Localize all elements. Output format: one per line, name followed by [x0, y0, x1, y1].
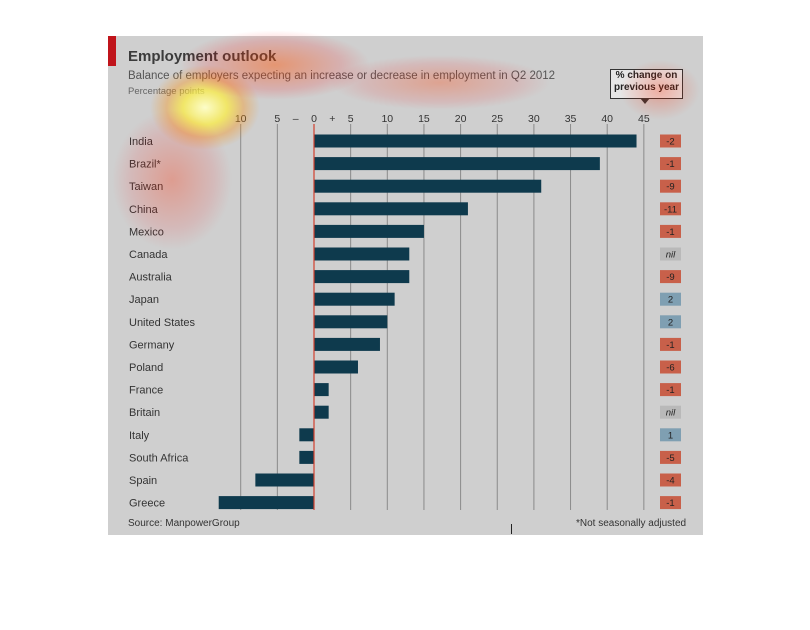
legend-line-1: % change on — [615, 70, 678, 81]
change-badge — [660, 337, 681, 351]
change-badge-label: 1 — [668, 430, 673, 441]
cursor-mark — [511, 524, 512, 534]
change-badge-label: 2 — [668, 317, 673, 328]
change-badge — [660, 224, 681, 238]
change-badge-label: -1 — [666, 159, 674, 170]
plus-sign-label: + — [329, 113, 335, 125]
category-label: Germany — [129, 339, 175, 351]
legend-pointer-icon — [640, 98, 650, 104]
bar — [314, 224, 424, 238]
x-tick-label: 5 — [274, 113, 280, 125]
change-badge — [660, 428, 681, 442]
category-label: China — [129, 204, 159, 216]
category-label: South Africa — [129, 452, 189, 464]
change-badge — [660, 134, 681, 148]
category-label: France — [129, 385, 163, 397]
change-badge-label: -6 — [666, 363, 674, 374]
change-badge-label: -1 — [666, 498, 674, 509]
x-tick-label: 30 — [528, 113, 540, 125]
change-badge-label: -2 — [666, 137, 674, 148]
bar — [314, 157, 600, 171]
red-tag — [108, 36, 116, 66]
bar — [314, 292, 395, 306]
x-tick-label: 15 — [418, 113, 430, 125]
change-badge-label: -4 — [666, 476, 674, 487]
category-label: Mexico — [129, 226, 164, 238]
category-label: India — [129, 136, 154, 148]
change-badge — [660, 157, 681, 171]
category-label: Australia — [129, 272, 173, 284]
x-tick-label: 10 — [381, 113, 393, 125]
category-label: Spain — [129, 475, 157, 487]
bar — [314, 247, 410, 261]
change-badge — [660, 179, 681, 193]
change-badge — [660, 383, 681, 397]
change-badge-label: -1 — [666, 385, 674, 396]
x-tick-label: 5 — [348, 113, 354, 125]
category-label: Taiwan — [129, 181, 163, 193]
footnote: *Not seasonally adjusted — [576, 518, 687, 529]
bar — [314, 315, 388, 329]
change-badge-label: -9 — [666, 272, 674, 283]
change-badge-label: -11 — [664, 204, 677, 215]
x-tick-label: 40 — [601, 113, 613, 125]
bar — [314, 405, 329, 419]
bar — [299, 428, 314, 442]
x-tick-label: 20 — [455, 113, 467, 125]
category-label: Canada — [129, 249, 168, 261]
category-label: Brazil* — [129, 159, 162, 171]
bar — [218, 496, 314, 510]
change-badge-label: -5 — [666, 453, 674, 464]
source-note: Source: ManpowerGroup — [128, 518, 240, 529]
bar — [314, 202, 468, 216]
x-tick-label: 10 — [235, 113, 247, 125]
bar — [255, 473, 314, 487]
category-label: Poland — [129, 362, 163, 374]
bar — [314, 383, 329, 397]
change-badge — [660, 473, 681, 487]
x-tick-label: 35 — [565, 113, 577, 125]
change-badge — [660, 360, 681, 374]
change-badge — [660, 496, 681, 510]
bar — [314, 179, 542, 193]
change-badge — [660, 405, 681, 419]
change-badge — [660, 292, 681, 306]
change-badge-label: -9 — [666, 182, 674, 193]
change-badge-label: -1 — [666, 340, 674, 351]
change-badge — [660, 315, 681, 329]
change-badge-label: -1 — [666, 227, 674, 238]
legend-line-2: previous year — [613, 82, 680, 93]
change-badge — [660, 247, 681, 261]
bar — [314, 337, 380, 351]
bar — [314, 270, 410, 284]
category-label: Greece — [129, 498, 165, 510]
chart-title: Employment outlook — [128, 48, 277, 65]
minus-sign-label: – — [293, 113, 299, 125]
change-badge-label: nil — [666, 408, 676, 419]
category-label: Britain — [129, 407, 160, 419]
bar — [314, 360, 358, 374]
change-badge — [660, 450, 681, 464]
change-badge — [660, 270, 681, 284]
bar — [314, 134, 637, 148]
x-tick-label: 0 — [311, 113, 317, 125]
change-badge — [660, 202, 681, 216]
category-label: Italy — [129, 430, 150, 442]
x-tick-label: 25 — [491, 113, 503, 125]
category-label: United States — [129, 317, 196, 329]
category-label: Japan — [129, 294, 159, 306]
change-badge-label: 2 — [668, 295, 673, 306]
bar — [299, 450, 314, 464]
change-legend-box: % change on previous year — [610, 69, 683, 99]
change-badge-label: nil — [666, 250, 676, 261]
x-tick-label: 45 — [638, 113, 650, 125]
